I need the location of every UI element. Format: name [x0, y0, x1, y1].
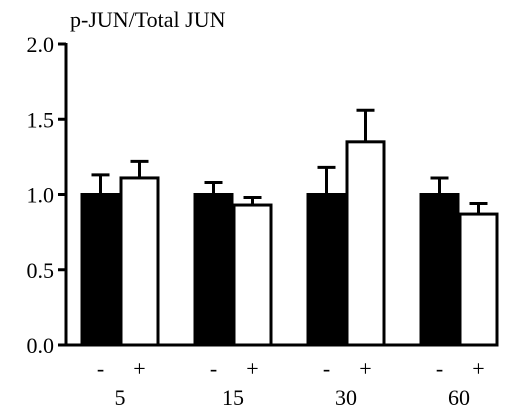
y-tick-label: 1.0	[27, 183, 55, 208]
y-axis-label: p-JUN/Total JUN	[70, 7, 226, 32]
x-labels: - +5- +15- +30- +60	[97, 356, 485, 410]
bar-minus-60	[419, 193, 460, 347]
bar-plus-60	[458, 212, 499, 347]
x-sub-label: +	[133, 356, 145, 381]
x-category-label: 60	[448, 385, 470, 410]
bar-minus-30	[306, 193, 347, 347]
x-sub-label: -	[97, 356, 104, 381]
bar-plus-30	[345, 140, 386, 347]
bar-plus-15	[232, 203, 273, 347]
y-axis: 0.0 0.5 1.0 1.5 2.0	[27, 32, 68, 358]
x-sub-label: +	[246, 356, 258, 381]
x-sub-label: +	[359, 356, 371, 381]
x-sub-label: -	[323, 356, 330, 381]
bar-minus-5	[80, 193, 121, 347]
bar-plus-5	[119, 176, 160, 347]
y-tick-label: 0.5	[27, 258, 55, 283]
x-category-label: 5	[115, 385, 126, 410]
x-category-label: 30	[335, 385, 357, 410]
x-sub-label: +	[472, 356, 484, 381]
bar-minus-15	[193, 193, 234, 347]
x-sub-label: -	[210, 356, 217, 381]
x-sub-label: -	[436, 356, 443, 381]
bars	[80, 140, 499, 347]
x-category-label: 15	[222, 385, 244, 410]
y-tick-label: 1.5	[27, 107, 55, 132]
y-tick-label: 0.0	[27, 333, 55, 358]
y-tick-label: 2.0	[27, 32, 55, 57]
error-bars	[91, 108, 488, 215]
